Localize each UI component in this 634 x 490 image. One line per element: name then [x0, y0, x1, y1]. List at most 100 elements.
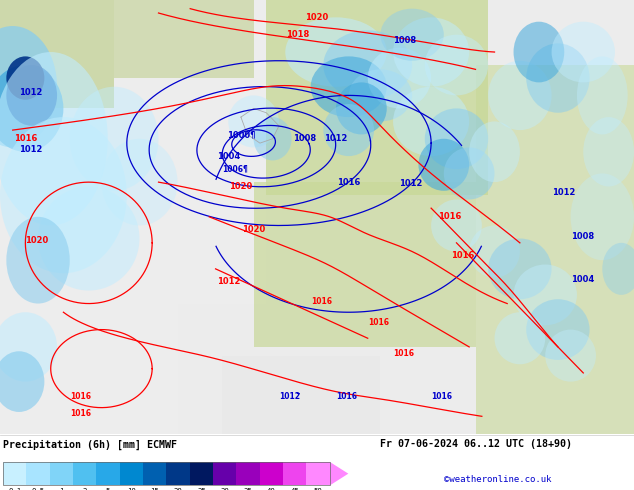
- Text: 35: 35: [243, 488, 252, 490]
- Ellipse shape: [101, 139, 178, 225]
- Text: 50: 50: [314, 488, 323, 490]
- Ellipse shape: [6, 65, 57, 126]
- FancyBboxPatch shape: [0, 295, 178, 434]
- Ellipse shape: [393, 87, 469, 156]
- Bar: [306, 462, 330, 486]
- Text: 1016: 1016: [439, 212, 462, 221]
- Text: 1006¶: 1006¶: [222, 165, 247, 173]
- Ellipse shape: [323, 30, 412, 100]
- Bar: [96, 462, 120, 486]
- Text: 1020: 1020: [306, 13, 328, 22]
- Ellipse shape: [380, 9, 444, 61]
- Text: ©weatheronline.co.uk: ©weatheronline.co.uk: [444, 475, 552, 484]
- Ellipse shape: [418, 139, 469, 191]
- Ellipse shape: [488, 239, 552, 299]
- Text: 1012: 1012: [399, 179, 423, 189]
- Ellipse shape: [425, 35, 488, 96]
- Ellipse shape: [431, 199, 482, 251]
- Text: 1008: 1008: [293, 134, 316, 143]
- Text: 1018: 1018: [287, 30, 309, 39]
- Bar: [166, 462, 190, 486]
- Ellipse shape: [514, 22, 564, 82]
- Text: 1004: 1004: [571, 275, 594, 284]
- Text: 1016: 1016: [70, 392, 91, 401]
- Ellipse shape: [469, 122, 520, 182]
- Polygon shape: [330, 462, 348, 486]
- Ellipse shape: [323, 104, 374, 156]
- Bar: [143, 462, 167, 486]
- Bar: [190, 462, 213, 486]
- Ellipse shape: [495, 312, 545, 364]
- FancyBboxPatch shape: [222, 356, 380, 434]
- Text: 25: 25: [197, 488, 206, 490]
- Bar: [3, 462, 27, 486]
- Bar: [50, 462, 73, 486]
- Text: 5: 5: [106, 488, 110, 490]
- Text: 1012⃗: 1012⃗: [279, 392, 300, 401]
- Ellipse shape: [393, 17, 469, 87]
- Ellipse shape: [0, 65, 63, 152]
- Ellipse shape: [6, 217, 70, 303]
- Text: 10: 10: [127, 488, 136, 490]
- Text: 1016: 1016: [368, 318, 389, 327]
- Ellipse shape: [552, 22, 615, 82]
- Text: 15: 15: [150, 488, 159, 490]
- Ellipse shape: [0, 117, 127, 273]
- Text: 1016: 1016: [393, 348, 414, 358]
- Text: 1008: 1008: [393, 36, 416, 46]
- Bar: [213, 462, 236, 486]
- Text: 20: 20: [174, 488, 183, 490]
- Text: 1000¶: 1000¶: [227, 130, 255, 139]
- Text: Fr 07-06-2024 06..12 UTC (18+90): Fr 07-06-2024 06..12 UTC (18+90): [380, 439, 573, 449]
- Text: 1012: 1012: [19, 88, 42, 98]
- Ellipse shape: [336, 82, 387, 134]
- Text: 1016: 1016: [451, 251, 474, 260]
- Text: 1016: 1016: [311, 296, 332, 306]
- FancyBboxPatch shape: [0, 0, 114, 108]
- Ellipse shape: [0, 351, 44, 412]
- Text: 1016: 1016: [336, 392, 357, 401]
- Text: 1020: 1020: [25, 236, 49, 245]
- FancyBboxPatch shape: [0, 0, 266, 304]
- Ellipse shape: [285, 17, 387, 87]
- Ellipse shape: [368, 48, 431, 108]
- Bar: [27, 462, 50, 486]
- FancyBboxPatch shape: [266, 0, 488, 195]
- Ellipse shape: [228, 96, 279, 147]
- Bar: [283, 462, 306, 486]
- Bar: [236, 462, 260, 486]
- Ellipse shape: [38, 187, 139, 291]
- Ellipse shape: [0, 312, 57, 382]
- Ellipse shape: [526, 299, 590, 360]
- FancyBboxPatch shape: [476, 65, 634, 434]
- Bar: [260, 462, 283, 486]
- Text: 2: 2: [82, 488, 87, 490]
- Ellipse shape: [6, 56, 44, 100]
- Text: 1012: 1012: [19, 145, 42, 154]
- Text: 1020: 1020: [230, 182, 252, 191]
- Text: 1016: 1016: [337, 178, 360, 187]
- Text: 40: 40: [267, 488, 276, 490]
- Text: 1020: 1020: [242, 225, 265, 234]
- Bar: [120, 462, 143, 486]
- Ellipse shape: [425, 108, 488, 169]
- Ellipse shape: [488, 61, 552, 130]
- Ellipse shape: [571, 173, 634, 260]
- FancyBboxPatch shape: [254, 182, 476, 347]
- Ellipse shape: [0, 52, 108, 225]
- Text: 1004: 1004: [217, 151, 240, 161]
- Ellipse shape: [444, 147, 495, 199]
- Text: 1016: 1016: [14, 134, 37, 143]
- Ellipse shape: [545, 330, 596, 382]
- Text: 0.5: 0.5: [32, 488, 45, 490]
- Text: Precipitation (6h) [mm] ECMWF: Precipitation (6h) [mm] ECMWF: [3, 439, 177, 449]
- Text: 45: 45: [290, 488, 299, 490]
- Ellipse shape: [469, 225, 520, 277]
- Ellipse shape: [70, 87, 158, 191]
- Text: 1016: 1016: [431, 392, 452, 401]
- Ellipse shape: [0, 26, 57, 147]
- FancyBboxPatch shape: [114, 0, 254, 78]
- Text: 30: 30: [221, 488, 229, 490]
- Text: 1012: 1012: [217, 277, 240, 286]
- Ellipse shape: [526, 44, 590, 113]
